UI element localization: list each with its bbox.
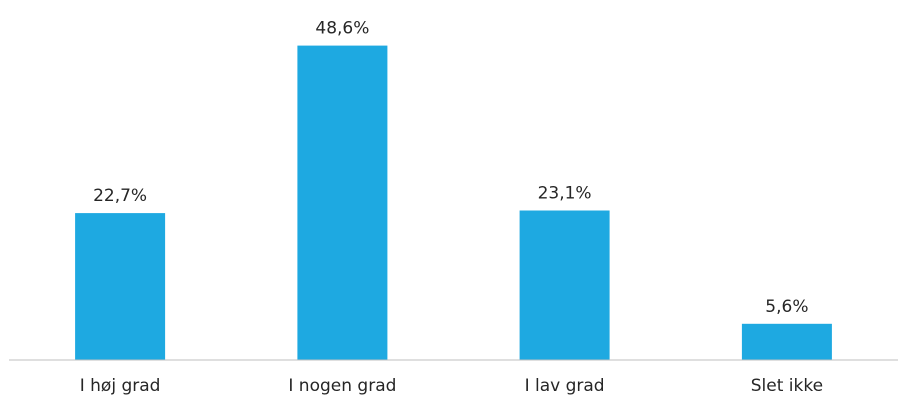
bar-2 [297, 45, 388, 360]
bar-4 [741, 323, 832, 360]
bars-group [75, 45, 832, 360]
category-label-4: Slet ikke [751, 376, 823, 396]
bar-value-label-2: 48,6% [315, 19, 369, 39]
bar-3 [519, 210, 610, 360]
bar-value-label-1: 22,7% [93, 186, 147, 206]
bar-value-label-4: 5,6% [765, 297, 808, 317]
category-label-3: I lav grad [525, 376, 605, 396]
value-labels-group: 22,7% 48,6% 23,1% 5,6% [93, 19, 808, 317]
category-label-1: I høj grad [80, 376, 161, 396]
bar-value-label-3: 23,1% [538, 184, 592, 204]
category-label-2: I nogen grad [288, 376, 396, 396]
bar-1 [75, 213, 166, 360]
category-labels-group: I høj grad I nogen grad I lav grad Slet ikk… [80, 376, 823, 396]
